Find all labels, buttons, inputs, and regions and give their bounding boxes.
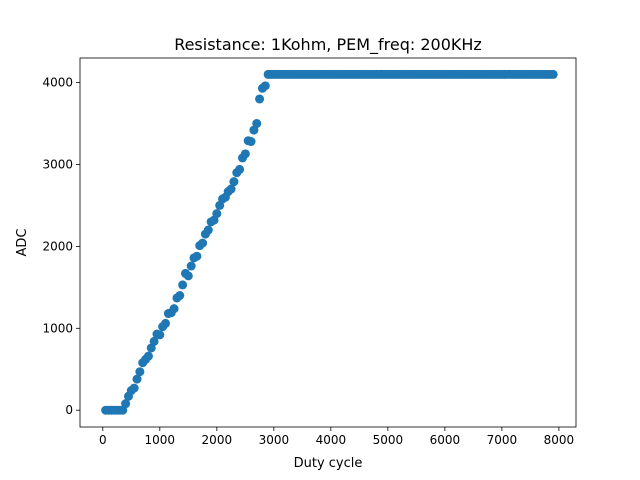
data-point [183, 271, 193, 281]
plot-frame [79, 57, 577, 428]
x-axis-label: Duty cycle [294, 456, 363, 471]
data-point [246, 137, 256, 147]
data-point [186, 261, 196, 271]
data-points [101, 69, 558, 415]
y-tick-label: 3000 [42, 157, 73, 171]
data-point [192, 251, 202, 261]
data-point [169, 304, 179, 314]
data-point [129, 383, 139, 393]
x-tick-label: 3000 [259, 433, 290, 447]
x-tick-label: 5000 [373, 433, 404, 447]
x-tick-label: 2000 [202, 433, 233, 447]
data-point [121, 399, 131, 409]
data-point [132, 374, 142, 384]
x-tick-label: 6000 [430, 433, 461, 447]
data-point [229, 177, 239, 187]
chart-title: Resistance: 1Kohm, PEM_freq: 200KHz [174, 35, 482, 55]
x-tick-label: 1000 [145, 433, 176, 447]
y-tick-label: 1000 [42, 321, 73, 335]
data-point [260, 81, 270, 91]
x-tick-label: 4000 [316, 433, 347, 447]
data-point [252, 119, 262, 129]
data-point [155, 330, 165, 340]
data-point [198, 238, 208, 248]
data-point [135, 367, 145, 377]
data-point [548, 69, 558, 79]
data-point [240, 149, 250, 159]
x-tick-label: 0 [99, 433, 107, 447]
data-point [178, 280, 188, 290]
y-axis-ticks: 0 1000 2000 3000 4000 [42, 76, 80, 417]
data-point [161, 318, 171, 328]
data-point [143, 351, 153, 361]
data-point [175, 291, 185, 301]
y-tick-label: 4000 [42, 76, 73, 90]
y-tick-label: 2000 [42, 239, 73, 253]
y-axis-label: ADC [15, 229, 30, 257]
x-tick-label: 8000 [544, 433, 575, 447]
data-point [149, 336, 159, 346]
x-tick-label: 7000 [487, 433, 518, 447]
x-axis-ticks: 0 1000 2000 3000 4000 5000 6000 7000 8000 [99, 427, 574, 447]
data-point [255, 94, 265, 104]
data-point [203, 225, 213, 235]
data-point [226, 184, 236, 194]
data-point [235, 164, 245, 174]
data-point [212, 209, 222, 219]
y-tick-label: 0 [65, 403, 73, 417]
